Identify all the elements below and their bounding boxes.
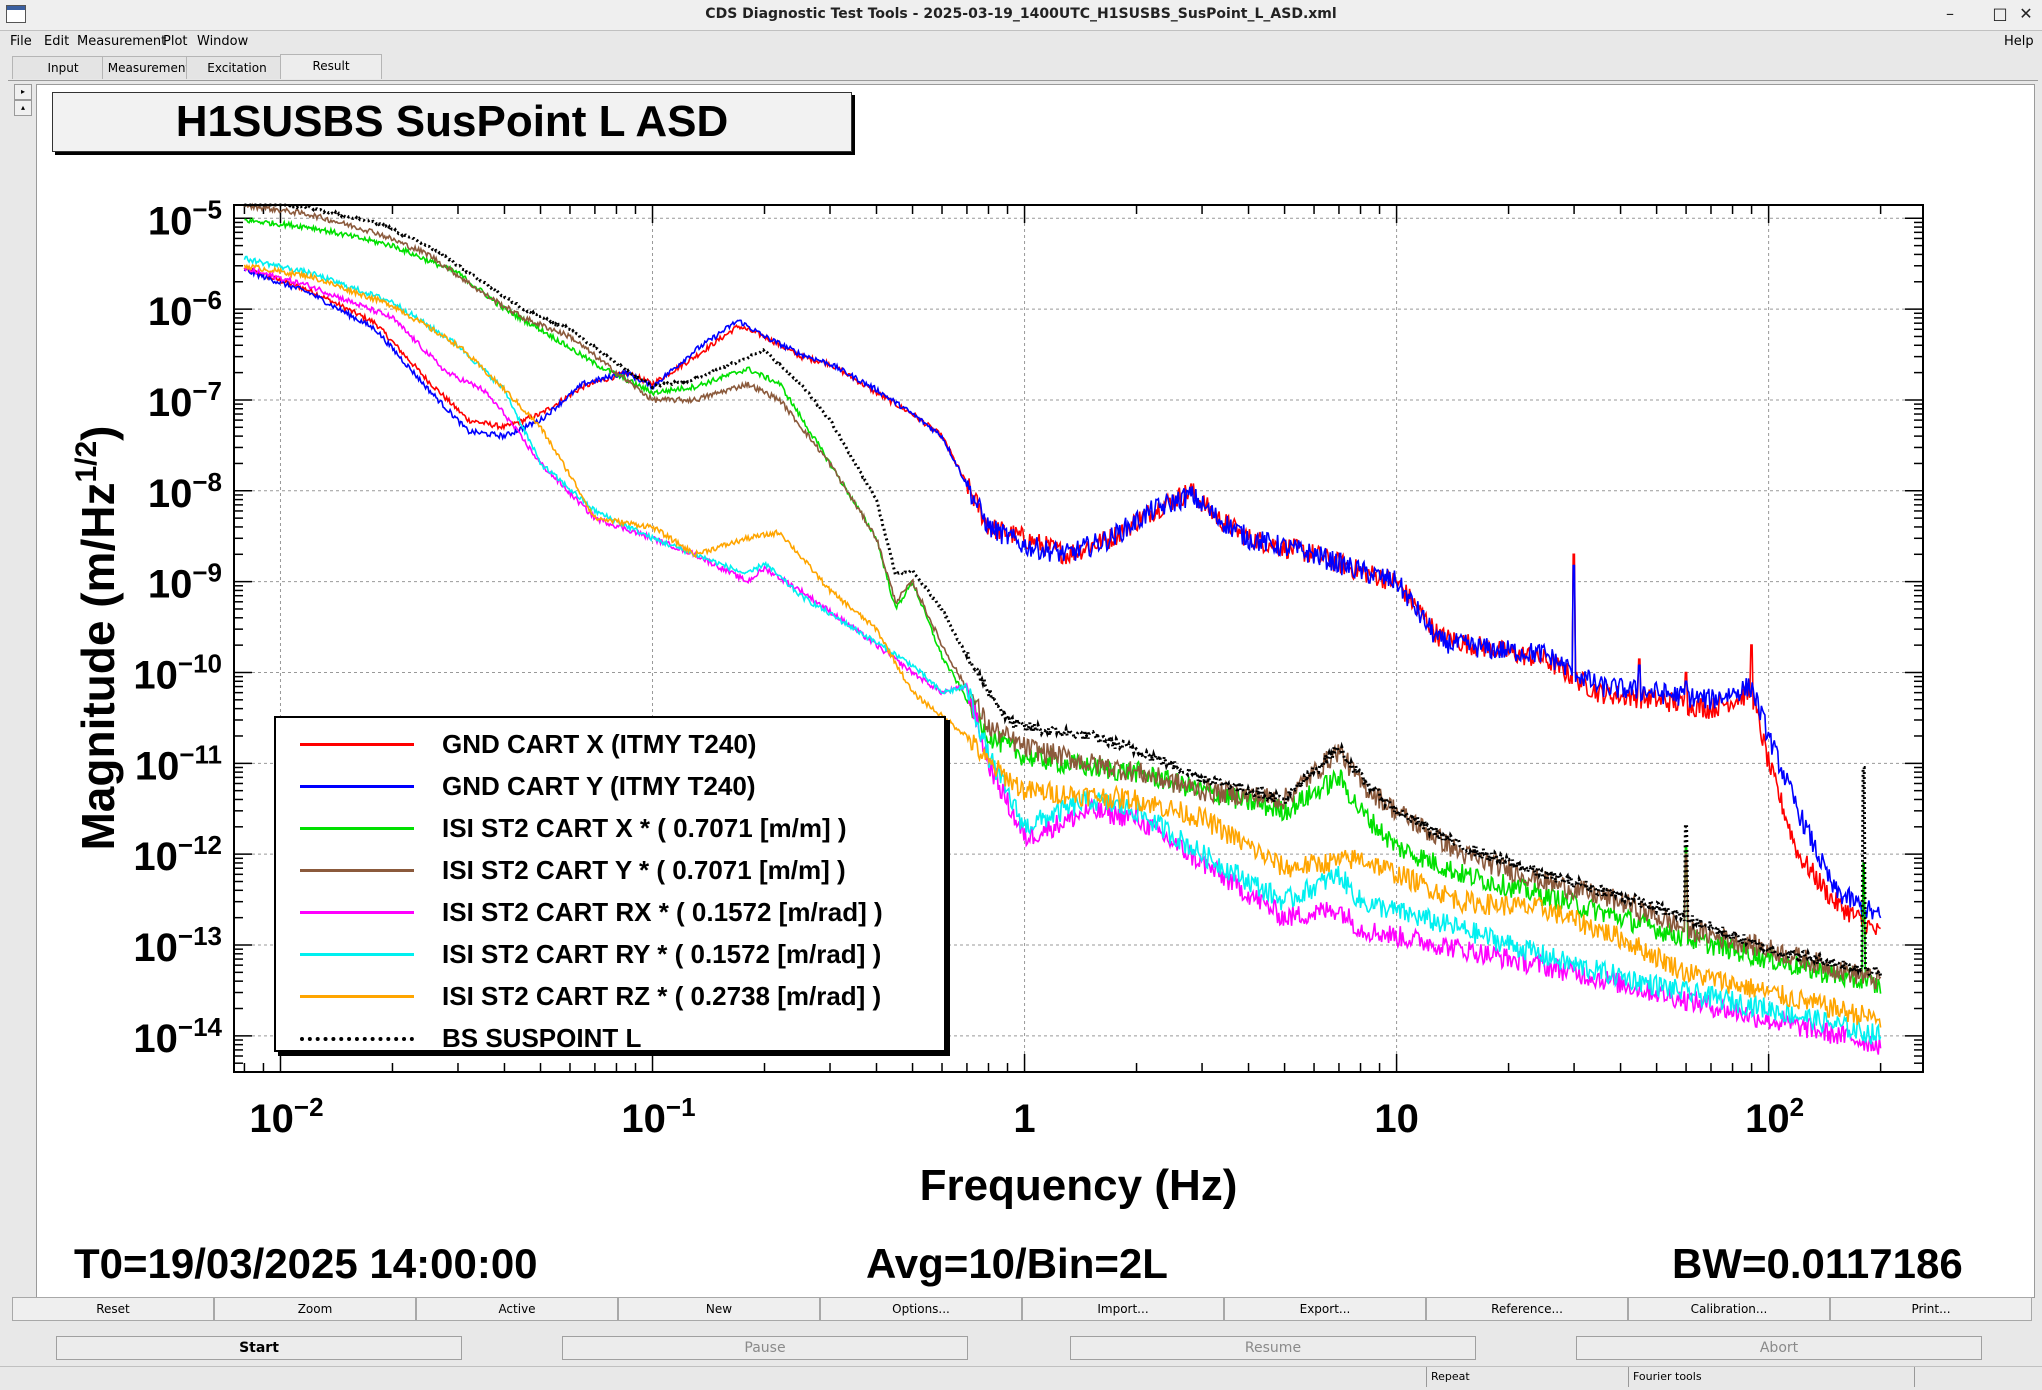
- window-titlebar: CDS Diagnostic Test Tools - 2025-03-19_1…: [0, 0, 2042, 31]
- export-button[interactable]: Export...: [1224, 1297, 1426, 1321]
- options-button[interactable]: Options...: [820, 1297, 1022, 1321]
- series-line-7: [244, 203, 1883, 981]
- active-button[interactable]: Active: [416, 1297, 618, 1321]
- y-tick-label: 10−13: [133, 921, 222, 970]
- status-fourier-tools: Fourier tools: [1628, 1367, 1915, 1387]
- print-button[interactable]: Print...: [1830, 1297, 2032, 1321]
- start-button[interactable]: Start: [56, 1336, 462, 1360]
- close-button[interactable]: ✕: [2019, 4, 2033, 23]
- legend-swatch: [300, 1037, 414, 1041]
- status-bar: Repeat Fourier tools: [0, 1366, 2042, 1389]
- calibration-button[interactable]: Calibration...: [1628, 1297, 1830, 1321]
- legend-item: ISI ST2 CART RY * ( 0.1572 [m/rad] ): [276, 934, 936, 974]
- maximize-button[interactable]: □: [1992, 4, 2008, 23]
- legend-swatch: [300, 827, 414, 830]
- reset-button[interactable]: Reset: [12, 1297, 214, 1321]
- y-tick-label: 10−10: [133, 648, 222, 697]
- avg-label: Avg=10/Bin=2L: [866, 1240, 1168, 1287]
- new-button[interactable]: New: [618, 1297, 820, 1321]
- x-tick-label: 10: [1374, 1097, 1419, 1141]
- window-title: CDS Diagnostic Test Tools - 2025-03-19_1…: [705, 6, 1337, 22]
- x-tick-label: 1: [1013, 1097, 1035, 1141]
- y-tick-label: 10−8: [148, 467, 222, 516]
- x-tick-label: 10−1: [621, 1092, 695, 1141]
- legend-item: BS SUSPOINT L: [276, 1018, 936, 1058]
- plot-toolbar: Reset Zoom Active New Options... Import.…: [12, 1297, 2034, 1321]
- legend-swatch: [300, 995, 414, 998]
- y-tick-label: 10−6: [148, 285, 222, 334]
- legend-item: ISI ST2 CART Y * ( 0.7071 [m/m] ): [276, 850, 936, 890]
- zoom-button[interactable]: Zoom: [214, 1297, 416, 1321]
- reference-button[interactable]: Reference...: [1426, 1297, 1628, 1321]
- legend-swatch: [300, 869, 414, 872]
- app-icon: [6, 5, 26, 23]
- legend-swatch: [300, 785, 414, 788]
- expand-right-icon[interactable]: ▸: [14, 84, 32, 100]
- series-line-2: [244, 216, 1882, 994]
- tab-excitation[interactable]: Excitation: [186, 56, 288, 79]
- menu-measurement[interactable]: Measurement: [77, 34, 167, 49]
- status-empty: [1914, 1367, 2029, 1387]
- x-tick-label: 102: [1745, 1092, 1804, 1141]
- y-tick-label: 10−12: [133, 830, 222, 879]
- status-repeat: Repeat: [1426, 1367, 1627, 1387]
- y-tick-label: 10−11: [135, 739, 222, 788]
- legend-label: BS SUSPOINT L: [442, 1023, 642, 1053]
- series-line-6: [243, 263, 1882, 1028]
- legend-label: GND CART Y (ITMY T240): [442, 771, 756, 801]
- x-tick-label: 10−2: [249, 1092, 323, 1141]
- collapse-up-icon[interactable]: ▴: [14, 100, 32, 116]
- legend-item: GND CART X (ITMY T240): [276, 724, 936, 764]
- y-tick-label: 10−14: [133, 1012, 222, 1061]
- y-tick-label: 10−5: [148, 194, 222, 243]
- menu-help[interactable]: Help: [2004, 34, 2034, 49]
- series-line-1: [243, 267, 1882, 920]
- legend-item: ISI ST2 CART RZ * ( 0.2738 [m/rad] ): [276, 976, 936, 1016]
- legend-label: ISI ST2 CART RZ * ( 0.2738 [m/rad] ): [442, 981, 882, 1011]
- series-line-5: [243, 255, 1882, 1045]
- legend-item: GND CART Y (ITMY T240): [276, 766, 936, 806]
- plot-frame: [233, 204, 1924, 1073]
- legend-swatch: [300, 953, 414, 956]
- series-line-4: [243, 265, 1882, 1055]
- series-line-3: [243, 202, 1882, 990]
- y-axis-label: Magnitude (m/Hz1/2): [70, 425, 124, 850]
- minimize-button[interactable]: –: [1946, 4, 1954, 23]
- y-tick-label: 10−7: [148, 376, 222, 425]
- menu-plot[interactable]: Plot: [163, 34, 188, 49]
- abort-button[interactable]: Abort: [1576, 1336, 1982, 1360]
- plot-title: H1SUSBS SusPoint L ASD: [52, 92, 852, 152]
- legend-item: ISI ST2 CART X * ( 0.7071 [m/m] ): [276, 808, 936, 848]
- legend-label: ISI ST2 CART X * ( 0.7071 [m/m] ): [442, 813, 847, 843]
- pause-button[interactable]: Pause: [562, 1336, 968, 1360]
- legend-label: ISI ST2 CART Y * ( 0.7071 [m/m] ): [442, 855, 846, 885]
- menu-bar: File Edit Measurement Plot Window Help: [0, 31, 2042, 53]
- legend-item: ISI ST2 CART RX * ( 0.1572 [m/rad] ): [276, 892, 936, 932]
- control-bar: Start Pause Resume Abort: [0, 1336, 2042, 1362]
- main-tabs: Input Measurement Excitation Result: [8, 54, 2038, 81]
- menu-edit[interactable]: Edit: [44, 34, 70, 49]
- legend-label: GND CART X (ITMY T240): [442, 729, 757, 759]
- import-button[interactable]: Import...: [1022, 1297, 1224, 1321]
- x-axis-label: Frequency (Hz): [920, 1161, 1238, 1210]
- menu-file[interactable]: File: [10, 34, 32, 49]
- chart-legend: GND CART X (ITMY T240) GND CART Y (ITMY …: [274, 716, 946, 1053]
- t0-label: T0=19/03/2025 14:00:00: [74, 1240, 538, 1287]
- legend-label: ISI ST2 CART RY * ( 0.1572 [m/rad] ): [442, 939, 882, 969]
- legend-label: ISI ST2 CART RX * ( 0.1572 [m/rad] ): [442, 897, 883, 927]
- menu-window[interactable]: Window: [197, 34, 249, 49]
- tab-result[interactable]: Result: [280, 54, 382, 79]
- legend-swatch: [300, 743, 414, 746]
- legend-swatch: [300, 911, 414, 914]
- bw-label: BW=0.0117186: [1672, 1240, 1963, 1287]
- resume-button[interactable]: Resume: [1070, 1336, 1476, 1360]
- y-tick-label: 10−9: [148, 558, 222, 607]
